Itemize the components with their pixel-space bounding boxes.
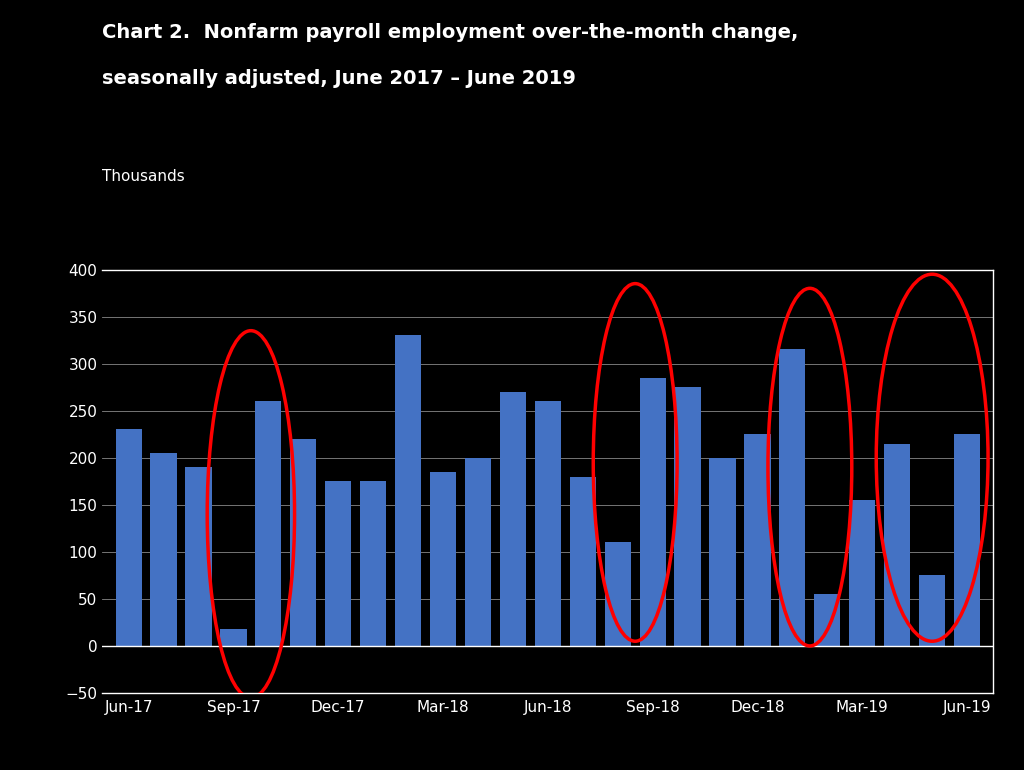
Bar (465, 457, 492, 646)
Bar (395, 336, 421, 646)
Bar (920, 575, 945, 646)
Bar (954, 434, 980, 646)
Bar (675, 387, 700, 646)
Bar (360, 481, 386, 646)
Bar (151, 453, 177, 646)
Bar (116, 430, 141, 646)
Text: Thousands: Thousands (102, 169, 185, 184)
Bar (535, 401, 561, 646)
Bar (220, 629, 247, 646)
Text: seasonally adjusted, June 2017 – June 2019: seasonally adjusted, June 2017 – June 20… (102, 69, 577, 89)
Bar (326, 481, 351, 646)
Bar (884, 444, 910, 646)
Bar (185, 467, 212, 646)
Bar (430, 472, 456, 646)
Bar (640, 378, 666, 646)
Bar (255, 401, 282, 646)
Text: Chart 2.  Nonfarm payroll employment over-the-month change,: Chart 2. Nonfarm payroll employment over… (102, 23, 799, 42)
Bar (849, 500, 876, 646)
Bar (814, 594, 841, 646)
Bar (744, 434, 771, 646)
Bar (290, 439, 316, 646)
Bar (779, 350, 806, 646)
Bar (604, 542, 631, 646)
Bar (500, 392, 526, 646)
Bar (569, 477, 596, 646)
Bar (710, 457, 735, 646)
